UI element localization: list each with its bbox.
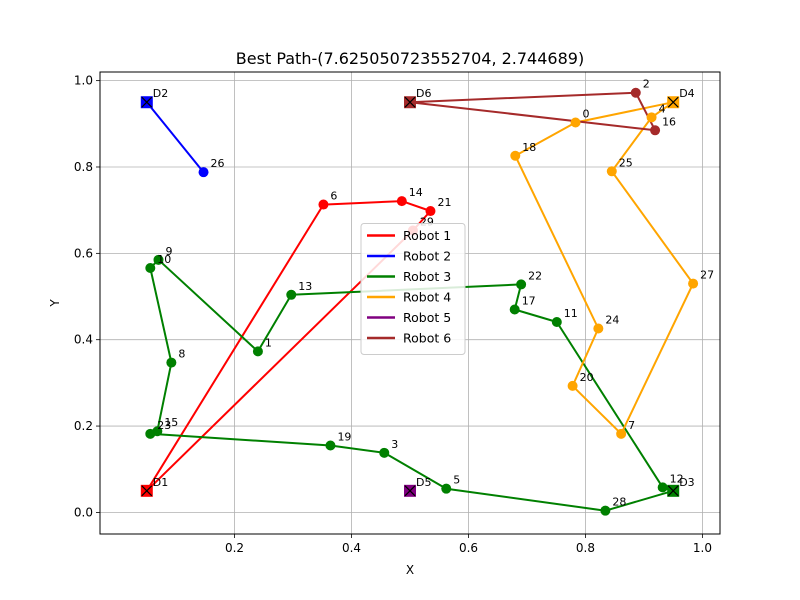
task-label-14: 14 xyxy=(409,186,423,199)
chart-title: Best Path-(7.625050723552704, 2.744689) xyxy=(236,49,584,68)
y-tick-label: 0.0 xyxy=(74,505,93,519)
task-label-27: 27 xyxy=(700,269,714,282)
x-tick-label: 0.8 xyxy=(576,541,595,555)
task-label-12: 12 xyxy=(670,472,684,485)
task-point-10 xyxy=(145,263,156,274)
task-point-17 xyxy=(509,304,520,315)
depot-label-d2: D2 xyxy=(153,87,168,100)
task-label-26: 26 xyxy=(211,157,225,170)
x-axis-label: X xyxy=(406,563,414,577)
y-tick-label: 0.2 xyxy=(74,419,93,433)
task-label-10: 10 xyxy=(157,253,171,266)
task-point-6 xyxy=(318,199,329,210)
y-tick-label: 0.6 xyxy=(74,246,93,260)
legend-label-robot-4: Robot 4 xyxy=(403,290,451,305)
task-point-26 xyxy=(198,167,209,178)
plot-frame xyxy=(99,71,721,535)
task-label-28: 28 xyxy=(612,496,626,509)
task-point-13 xyxy=(286,289,297,300)
task-point-24 xyxy=(593,323,604,334)
task-point-11 xyxy=(551,316,562,327)
task-label-4: 4 xyxy=(659,102,666,115)
task-point-3 xyxy=(379,447,390,458)
task-label-0: 0 xyxy=(583,108,590,121)
task-label-23: 23 xyxy=(157,419,171,432)
task-point-7 xyxy=(616,428,627,439)
task-point-16 xyxy=(650,125,661,136)
depot-label-d4: D4 xyxy=(679,87,694,100)
depot-label-d5: D5 xyxy=(416,476,431,489)
task-label-2: 2 xyxy=(643,78,650,91)
task-point-19 xyxy=(325,440,336,451)
task-label-18: 18 xyxy=(522,141,536,154)
y-tick-label: 0.8 xyxy=(74,160,93,174)
task-point-21 xyxy=(425,206,436,217)
legend-label-robot-2: Robot 2 xyxy=(403,249,451,264)
axis-ticks: 0.2 0.4 0.6 0.8 1.0 0.0 0.2 0.4 0.6 0.8 1.0 xyxy=(74,74,712,555)
task-label-3: 3 xyxy=(391,438,398,451)
x-tick-label: 1.0 xyxy=(693,541,712,555)
task-point-18 xyxy=(510,150,521,161)
depot-markers xyxy=(140,96,680,497)
task-point-22 xyxy=(516,279,527,290)
task-point-8 xyxy=(166,357,177,368)
depot-cross-d2 xyxy=(141,96,153,108)
task-point-28 xyxy=(600,505,611,516)
depot-cross-d4 xyxy=(667,96,679,108)
y-axis-label: Y xyxy=(48,299,62,308)
task-point-2 xyxy=(630,87,641,98)
point-labels: 6 142129261211172213191081523193528018242… xyxy=(153,78,714,509)
task-point-14 xyxy=(396,196,407,207)
legend-label-robot-3: Robot 3 xyxy=(403,269,451,284)
depot-label-d3: D3 xyxy=(679,476,694,489)
task-label-25: 25 xyxy=(619,156,633,169)
task-point-1 xyxy=(252,346,263,357)
legend: Robot 1 Robot 2 Robot 3 Robot 4 Robot 5 Robot… xyxy=(360,223,466,355)
y-tick-label: 0.4 xyxy=(74,333,93,347)
task-label-8: 8 xyxy=(178,348,185,361)
task-label-5: 5 xyxy=(453,474,460,487)
task-label-22: 22 xyxy=(528,269,542,282)
task-point-20 xyxy=(567,380,578,391)
legend-label-robot-6: Robot 6 xyxy=(403,331,451,346)
task-label-19: 19 xyxy=(337,430,351,443)
depot-cross-d3 xyxy=(667,485,679,497)
x-tick-label: 0.4 xyxy=(342,541,361,555)
legend-label-robot-5: Robot 5 xyxy=(403,310,451,325)
task-point-23 xyxy=(145,428,156,439)
y-tick-label: 1.0 xyxy=(74,74,93,88)
task-label-6: 6 xyxy=(330,190,337,203)
depot-cross-d6 xyxy=(404,96,416,108)
task-point-12 xyxy=(657,482,668,493)
x-tick-label: 0.2 xyxy=(225,541,244,555)
legend-label-robot-1: Robot 1 xyxy=(403,228,451,243)
grid xyxy=(100,72,720,534)
robot-6-path-line xyxy=(409,91,657,132)
task-label-13: 13 xyxy=(298,280,312,293)
depot-cross-d1 xyxy=(141,485,153,497)
task-label-20: 20 xyxy=(580,371,594,384)
x-tick-label: 0.6 xyxy=(459,541,478,555)
task-label-9: 9 xyxy=(165,245,172,258)
task-label-24: 24 xyxy=(605,313,619,326)
depot-cross-d5 xyxy=(404,485,416,497)
task-point-4 xyxy=(646,112,657,123)
depot-label-d6: D6 xyxy=(416,87,431,100)
task-point-25 xyxy=(606,166,617,177)
task-point-27 xyxy=(688,278,699,289)
task-label-11: 11 xyxy=(564,307,578,320)
task-point-0 xyxy=(570,117,581,128)
robot-4-path-line xyxy=(514,101,695,435)
task-label-17: 17 xyxy=(522,294,536,307)
depot-label-d1: D1 xyxy=(153,476,168,489)
task-label-1: 1 xyxy=(265,336,272,349)
task-label-7: 7 xyxy=(628,419,635,432)
task-label-21: 21 xyxy=(437,196,451,209)
task-point-9 xyxy=(153,254,164,265)
task-label-16: 16 xyxy=(662,115,676,128)
task-label-15: 15 xyxy=(164,416,178,429)
task-point-5 xyxy=(441,483,452,494)
